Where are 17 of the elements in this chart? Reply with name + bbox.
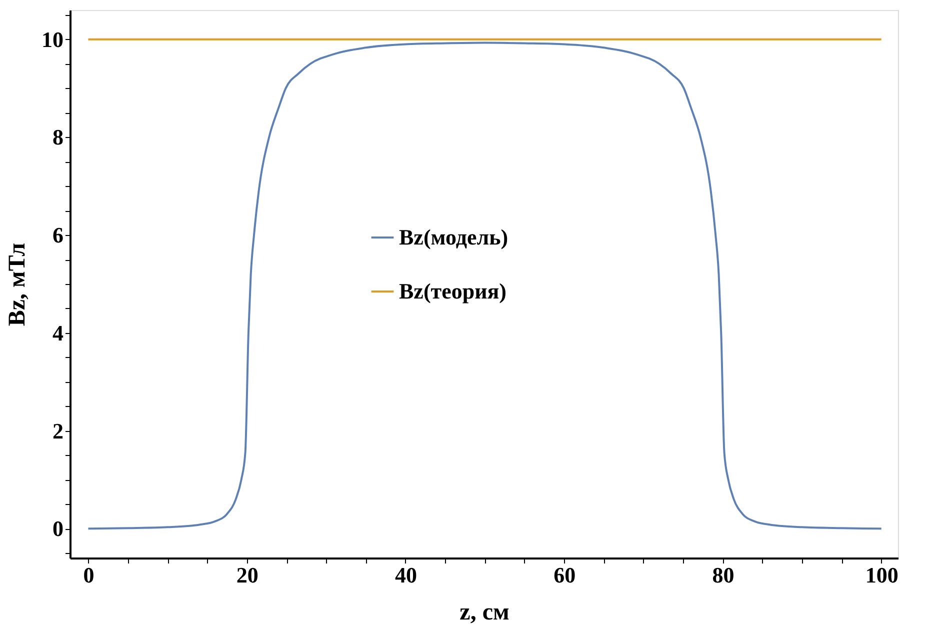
x-tick-label: 60 <box>554 562 576 588</box>
y-tick-label: 4 <box>52 320 64 346</box>
legend-label: Bz(теория) <box>399 278 506 304</box>
x-tick-label: 40 <box>394 562 417 588</box>
legend-label: Bz(модель) <box>399 224 508 250</box>
line-series <box>87 42 882 530</box>
x-tick-label: 0 <box>83 562 94 588</box>
y-tick-label: 8 <box>52 124 64 150</box>
y-tick-label: 0 <box>52 516 64 542</box>
y-tick-label: 10 <box>42 26 64 52</box>
y-axis-title: Bz, мТл <box>4 242 30 326</box>
x-tick-label: 20 <box>236 562 258 588</box>
x-tick-label: 80 <box>712 562 734 588</box>
x-tick-label: 100 <box>865 562 898 588</box>
y-tick-label: 2 <box>52 418 64 444</box>
y-tick-label: 6 <box>52 222 64 248</box>
x-axis-title: z, см <box>460 600 510 626</box>
